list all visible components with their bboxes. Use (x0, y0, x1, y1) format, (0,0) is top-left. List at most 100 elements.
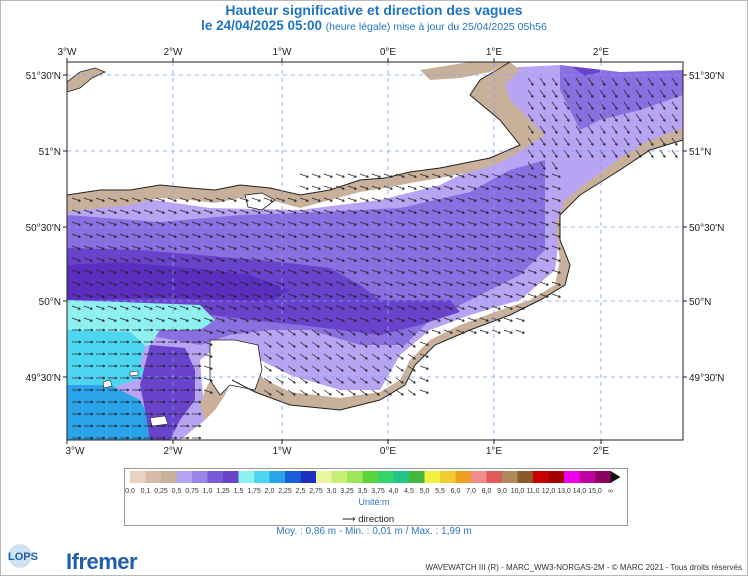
wave-arrow (263, 353, 272, 360)
wave-arrow (179, 293, 189, 298)
wave-arrow-head (138, 340, 142, 343)
wave-arrow-head (138, 352, 142, 355)
wave-arrow-head (138, 210, 141, 214)
wave-arrow-head (330, 234, 333, 238)
wave-arrow-head (246, 258, 249, 262)
wave-arrow (167, 317, 177, 322)
wave-arrow (71, 293, 81, 298)
wave-arrow-head (150, 246, 153, 250)
wave-arrow (479, 305, 489, 310)
wave-arrow (143, 221, 153, 226)
wave-arrow-head (234, 198, 237, 202)
wave-arrow-head (330, 282, 333, 286)
wave-arrow-head (390, 174, 393, 178)
wave-arrow-head (78, 234, 81, 238)
wave-arrow-head (282, 294, 285, 298)
wave-arrow (443, 329, 453, 334)
wave-arrow (347, 329, 356, 336)
wave-arrow (251, 233, 261, 238)
wave-arrow (239, 197, 249, 202)
wave-arrow-head (246, 330, 249, 334)
wave-arrow-head (486, 198, 489, 202)
wave-arrow-head (462, 330, 465, 334)
wave-arrow-head (246, 198, 249, 202)
wave-arrow-head (222, 270, 225, 274)
wave-arrow-head (294, 306, 297, 310)
wave-arrow (407, 245, 417, 250)
wave-arrow (551, 245, 561, 250)
wave-arrow-head (150, 222, 153, 226)
wave-arrow-head (450, 174, 453, 178)
wave-arrow (119, 257, 129, 262)
wave-arrow (431, 305, 441, 310)
wave-arrow (299, 209, 309, 214)
wave-arrow-head (114, 234, 117, 238)
wave-arrow-head (281, 392, 284, 396)
wave-arrow-head (426, 378, 429, 382)
wave-arrow-head (306, 258, 309, 262)
wave-arrow (551, 185, 561, 190)
wave-arrow (215, 269, 225, 274)
land-england (67, 62, 683, 195)
wave-arrow-head (294, 234, 297, 238)
wave-arrow-head (114, 424, 118, 427)
wave-arrow-head (426, 294, 429, 298)
wave-arrow (275, 245, 285, 250)
lat-label-right: 50°30'N (689, 223, 724, 234)
wave-arrow-head (90, 412, 94, 415)
wave-arrow (239, 281, 249, 286)
wave-arrow (323, 173, 333, 178)
wave-arrow (227, 305, 237, 310)
wave-arrow-head (90, 210, 93, 214)
wave-arrow-head (450, 294, 453, 298)
wave-arrow-head (426, 198, 429, 202)
wave-arrow-head (486, 306, 489, 310)
wave-arrow (491, 257, 501, 262)
wave-arrow (395, 365, 404, 372)
wave-arrow (287, 353, 296, 360)
wave-arrow-head (270, 246, 273, 250)
wave-arrow-head (450, 306, 453, 310)
wave-arrow (143, 233, 153, 238)
wave-arrow (239, 257, 249, 262)
wave-arrow-head (210, 210, 213, 214)
wave-arrow (407, 377, 416, 384)
wave-arrow (503, 173, 513, 178)
wave-arrow-head (210, 330, 213, 334)
wave-arrow (119, 209, 129, 214)
wave-arrow-head (138, 412, 142, 415)
wave-arrow (95, 209, 105, 214)
wave-arrow-head (198, 318, 201, 322)
wave-arrow (635, 77, 642, 86)
wave-arrow-head (174, 294, 177, 298)
wave-arrow-head (174, 436, 178, 439)
wave-arrow (467, 317, 477, 322)
lat-label-left: 51°N (39, 147, 61, 158)
wave-arrow (275, 257, 285, 262)
wave-arrow-head (426, 258, 429, 262)
wave-arrow (407, 281, 417, 286)
wave-arrow-head (546, 210, 549, 214)
wave-arrow-head (138, 222, 141, 226)
wave-arrow (647, 125, 654, 134)
wave-arrow-head (78, 400, 82, 403)
wave-arrow (359, 197, 369, 202)
wave-arrow (395, 197, 405, 202)
wave-arrow-head (377, 344, 380, 348)
wave-arrow (263, 305, 273, 310)
wave-arrow-head (210, 246, 213, 250)
wave-arrow (107, 221, 117, 226)
wave-arrow-head (366, 174, 369, 178)
wave-arrow (359, 221, 369, 226)
wave-arrow (539, 281, 549, 286)
wave-arrow-head (174, 340, 178, 343)
wave-arrow-head (138, 328, 142, 331)
wave-arrow-head (413, 332, 416, 336)
map-title: Hauteur significative et direction des v… (225, 2, 523, 18)
wave-arrow-head (426, 210, 429, 214)
wave-arrow (479, 173, 489, 178)
wave-arrow (623, 125, 630, 134)
wave-arrow (191, 209, 201, 214)
wave-arrow-head (114, 258, 117, 262)
wave-arrow-head (150, 270, 153, 274)
